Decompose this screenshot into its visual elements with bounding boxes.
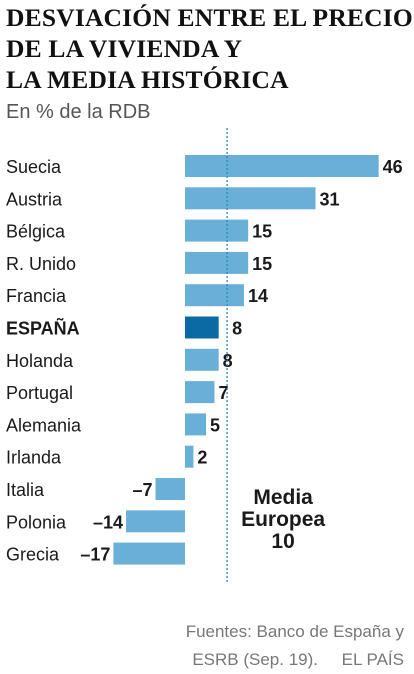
value-label-espana: 8 [232, 319, 242, 339]
brand-name: EL PAÍS [341, 650, 404, 669]
category-label-grecia: Grecia [6, 545, 60, 565]
value-label-polonia: –14 [93, 512, 123, 532]
source-date: ESRB (Sep. 19). [192, 650, 318, 669]
category-label-espana: ESPAÑA [6, 318, 80, 339]
category-label-r-unido: R. Unido [6, 254, 76, 274]
bar-polonia [126, 510, 185, 533]
chart-title-line-2: DE LA VIVIENDA Y [6, 34, 243, 63]
bar-irlanda [185, 445, 194, 468]
bar-austria [185, 187, 316, 210]
category-label-italia: Italia [6, 480, 45, 500]
category-label-irlanda: Irlanda [6, 448, 62, 468]
category-label-portugal: Portugal [6, 383, 73, 403]
bar-alemania [185, 413, 207, 436]
reference-label-line-3: 10 [271, 530, 294, 553]
bar-suecia [185, 155, 379, 177]
value-label-austria: 31 [320, 189, 340, 209]
value-label-italia: –7 [132, 480, 152, 500]
category-label-polonia: Polonia [6, 512, 67, 532]
category-label-holanda: Holanda [6, 351, 74, 371]
bar-francia [185, 284, 244, 307]
reference-label-line-1: Media [253, 486, 313, 509]
category-label-austria: Austria [6, 189, 63, 209]
bar-chart: Suecia 46 Austria 31 Bélgica 15 R. Unido 15 Fran… [6, 128, 403, 582]
bar-belgica [185, 219, 249, 242]
bar-grecia [113, 542, 185, 565]
bar-holanda [185, 348, 219, 371]
value-label-irlanda: 2 [197, 448, 207, 468]
value-label-grecia: –17 [80, 545, 110, 565]
bar-r-unido [185, 251, 249, 274]
source-line-1: Fuentes: Banco de España y [185, 622, 404, 641]
source-note: Fuentes: Banco de España y ESRB (Sep. 19… [64, 618, 404, 674]
value-label-r-unido: 15 [252, 254, 272, 274]
chart-title-line-1: DESVIACIÓN ENTRE EL PRECIO [6, 3, 413, 32]
category-label-suecia: Suecia [6, 157, 62, 177]
chart-subtitle: En % de la RDB [6, 101, 151, 123]
chart-title: DESVIACIÓN ENTRE EL PRECIO DE LA VIVIEND… [6, 2, 413, 95]
chart-title-line-3: LA MEDIA HISTÓRICA [6, 65, 289, 94]
value-label-suecia: 46 [383, 157, 403, 177]
reference-label-line-2: Europea [241, 508, 325, 531]
bar-italia [155, 478, 185, 500]
bar-espana [185, 316, 219, 339]
value-label-alemania: 5 [210, 415, 220, 435]
value-label-portugal: 7 [218, 383, 228, 403]
category-label-francia: Francia [6, 286, 67, 306]
value-label-francia: 14 [248, 286, 268, 306]
value-label-belgica: 15 [252, 222, 272, 242]
source-line-2: ESRB (Sep. 19). EL PAÍS [64, 646, 404, 674]
category-label-belgica: Bélgica [6, 222, 66, 242]
category-label-alemania: Alemania [6, 415, 82, 435]
bar-portugal [185, 381, 215, 404]
